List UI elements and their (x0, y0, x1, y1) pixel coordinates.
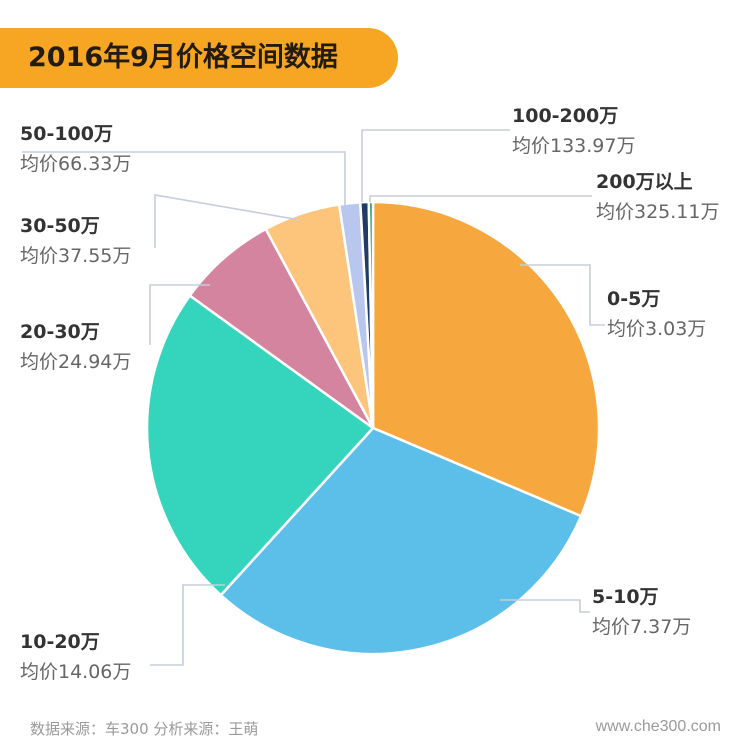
slice-avg-price-8: 均价325.11万 (596, 201, 719, 223)
slice-avg-price-4: 均价24.94万 (20, 351, 131, 373)
slice-avg-price-7: 均价133.97万 (512, 135, 635, 157)
pie-slice-4 (188, 227, 375, 430)
leader-line-7 (361, 129, 510, 202)
slice-label-8: 200万以上 (596, 171, 693, 193)
slice-label-2: 5-10万 (592, 586, 659, 608)
slice-label-1: 0-5万 (607, 288, 660, 310)
slice-avg-price-6: 均价66.33万 (20, 153, 131, 175)
chart-title: 2016年9月价格空间数据 (28, 42, 338, 73)
slice-label-7: 100-200万 (512, 105, 618, 127)
leader-line-8 (369, 195, 592, 202)
leader-line-1 (520, 264, 605, 326)
slice-label-6: 50-100万 (20, 123, 113, 145)
slice-avg-price-1: 均价3.03万 (607, 318, 706, 340)
slice-avg-price-5: 均价37.55万 (20, 245, 131, 267)
pie-slice-2 (219, 426, 583, 656)
pie-slice-8 (367, 200, 375, 429)
slice-avg-price-2: 均价7.37万 (592, 616, 691, 638)
slice-avg-price-3: 均价14.06万 (20, 661, 131, 683)
leader-line-5 (154, 194, 301, 248)
pie-slice-3 (145, 293, 375, 597)
slice-label-3: 10-20万 (20, 631, 100, 653)
website-url: www.che300.com (595, 718, 721, 735)
leader-line-2 (500, 599, 590, 613)
pie-slice-1 (371, 200, 601, 518)
data-source-note: 数据来源：车300 分析来源：王萌 (30, 720, 259, 738)
leader-line-3 (150, 584, 225, 666)
slice-label-5: 30-50万 (20, 215, 100, 237)
title-banner: 2016年9月价格空间数据 (0, 28, 398, 88)
leader-line-6 (22, 151, 346, 205)
leader-line-4 (149, 284, 210, 345)
slice-label-4: 20-30万 (20, 321, 100, 343)
